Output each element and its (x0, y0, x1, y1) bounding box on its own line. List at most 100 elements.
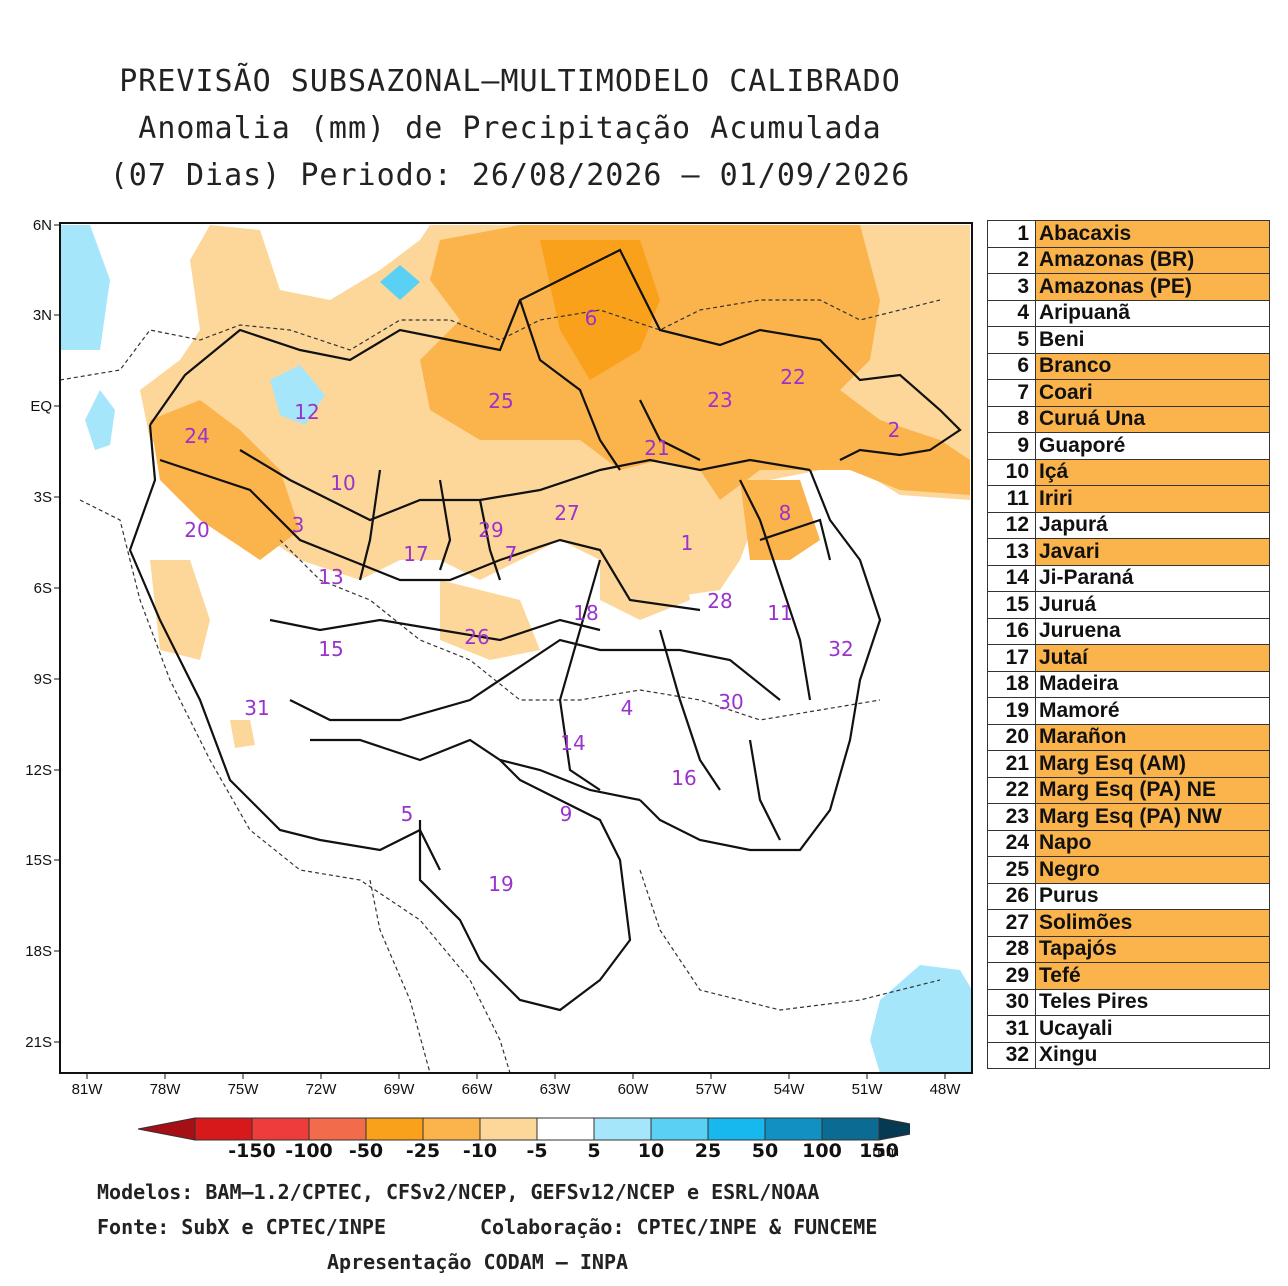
legend-row: 1 Abacaxis (987, 220, 1270, 248)
lat-tick-label: 9S (34, 671, 52, 688)
lat-tick-label: EQ (30, 398, 52, 415)
legend-row: 19 Mamoré (987, 697, 1270, 725)
basin-label-32: 32 (828, 637, 853, 661)
legend-basin-name: Japurá (1035, 511, 1270, 539)
footer-collaboration: Colaboração: CPTEC/INPE & FUNCEME (480, 1215, 878, 1239)
legend-number: 22 (987, 776, 1036, 804)
legend-basin-name: Negro (1035, 856, 1270, 884)
colorbar-segment (479, 1117, 538, 1141)
colorbar-segment (764, 1117, 823, 1141)
latitude-axis: 6N 3N EQ 3S 6S 9S 12S 15S 18S 21S (25, 217, 60, 1051)
legend-number: 14 (987, 564, 1036, 592)
basin-label-31: 31 (244, 696, 269, 720)
legend-row: 20 Marañon (987, 723, 1270, 751)
legend-basin-name: Ji-Paraná (1035, 564, 1270, 592)
lon-tick-label: 72W (306, 1081, 338, 1098)
legend-basin-name: Madeira (1035, 670, 1270, 698)
legend-row: 29 Tefé (987, 962, 1270, 990)
legend-row: 7 Coari (987, 379, 1270, 407)
colorbar-label: 5 (587, 1140, 600, 1162)
basin-label-30: 30 (718, 690, 743, 714)
basin-label-19: 19 (488, 872, 513, 896)
legend-number: 16 (987, 617, 1036, 645)
legend-number: 28 (987, 935, 1036, 963)
legend-basin-name: Xingu (1035, 1041, 1270, 1069)
footer-presentation: Apresentação CODAM – INPA (327, 1250, 629, 1274)
precipitation-anomaly-map: 6N 3N EQ 3S 6S 9S 12S 15S 18S 21S 81W 78W 75W 72W 69W… (25, 217, 973, 1098)
lon-tick-label: 75W (228, 1081, 260, 1098)
basin-label-12: 12 (294, 400, 319, 424)
anomaly-shading (60, 225, 972, 1073)
lat-tick-label: 3N (33, 307, 52, 324)
legend-row: 8 Curuá Una (987, 405, 1270, 433)
colorbar-label: -50 (349, 1140, 383, 1162)
basin-label-3: 3 (292, 513, 305, 537)
country-borders (59, 299, 941, 1074)
colorbar-segment (365, 1117, 424, 1141)
colorbar-segment (536, 1117, 595, 1141)
basin-label-4: 4 (621, 696, 634, 720)
colorbar-segment (593, 1117, 652, 1141)
lon-tick-label: 66W (462, 1081, 494, 1098)
legend-row: 4 Aripuanã (987, 299, 1270, 327)
basin-label-23: 23 (707, 388, 732, 412)
legend-basin-name: Beni (1035, 326, 1270, 354)
basin-label-11: 11 (767, 601, 792, 625)
title-line-2: Anomalia (mm) de Precipitação Acumulada (138, 111, 882, 146)
legend-number: 30 (987, 988, 1036, 1016)
footer-models: Modelos: BAM–1.2/CPTEC, CFSv2/NCEP, GEFS… (97, 1180, 820, 1204)
legend-number: 26 (987, 882, 1036, 910)
lon-tick-label: 81W (72, 1081, 104, 1098)
colorbar-label: 25 (695, 1140, 721, 1162)
legend-row: 13 Javari (987, 538, 1270, 566)
basin-label-27: 27 (554, 501, 579, 525)
basin-label-24: 24 (184, 424, 209, 448)
basin-label-28: 28 (707, 589, 732, 613)
colorbar-segment (251, 1117, 310, 1141)
basin-label-7: 7 (505, 542, 518, 566)
legend-basin-name: Marg Esq (PA) NE (1035, 776, 1270, 804)
legend-basin-name: Curuá Una (1035, 405, 1270, 433)
colorbar-unit: mm (872, 1144, 899, 1160)
basin-label-15: 15 (318, 637, 343, 661)
legend-row: 23 Marg Esq (PA) NW (987, 803, 1270, 831)
legend-number: 17 (987, 644, 1036, 672)
basin-boundaries (128, 248, 962, 1012)
legend-number: 25 (987, 856, 1036, 884)
legend-number: 31 (987, 1015, 1036, 1043)
legend-basin-name: Marg Esq (AM) (1035, 750, 1270, 778)
colorbar-segment (707, 1117, 766, 1141)
legend-number: 32 (987, 1041, 1036, 1069)
lon-tick-label: 78W (150, 1081, 182, 1098)
legend-basin-name: Marañon (1035, 723, 1270, 751)
basin-number-labels: 1234567891011121314151617181920212223242… (184, 306, 900, 896)
title-line-3: (07 Dias) Periodo: 26/08/2026 – 01/09/20… (109, 158, 911, 193)
legend-row: 2 Amazonas (BR) (987, 246, 1270, 274)
legend-basin-name: Purus (1035, 882, 1270, 910)
colorbar-segment (308, 1117, 367, 1141)
legend-basin-name: Amazonas (BR) (1035, 246, 1270, 274)
legend-basin-name: Juruena (1035, 617, 1270, 645)
legend-basin-name: Marg Esq (PA) NW (1035, 803, 1270, 831)
lat-tick-label: 18S (25, 943, 52, 960)
title-line-1: PREVISÃO SUBSAZONAL–MULTIMODELO CALIBRAD… (119, 64, 901, 99)
basin-label-17: 17 (403, 542, 428, 566)
legend-number: 27 (987, 909, 1036, 937)
legend-basin-name: Ucayali (1035, 1015, 1270, 1043)
lat-tick-label: 21S (25, 1034, 52, 1051)
legend-basin-name: Abacaxis (1035, 220, 1270, 248)
legend-basin-name: Guaporé (1035, 432, 1270, 460)
lon-tick-label: 57W (696, 1081, 728, 1098)
legend-basin-name: Tapajós (1035, 935, 1270, 963)
colorbar-low-arrow (137, 1117, 196, 1141)
basin-label-9: 9 (560, 802, 573, 826)
legend-row: 25 Negro (987, 856, 1270, 884)
legend-row: 3 Amazonas (PE) (987, 273, 1270, 301)
lon-tick-label: 69W (384, 1081, 416, 1098)
colorbar-label: -25 (406, 1140, 440, 1162)
lat-tick-label: 6N (33, 217, 52, 234)
legend-row: 30 Teles Pires (987, 988, 1270, 1016)
basin-label-18: 18 (573, 601, 598, 625)
basin-label-6: 6 (585, 306, 598, 330)
basin-label-21: 21 (644, 436, 669, 460)
